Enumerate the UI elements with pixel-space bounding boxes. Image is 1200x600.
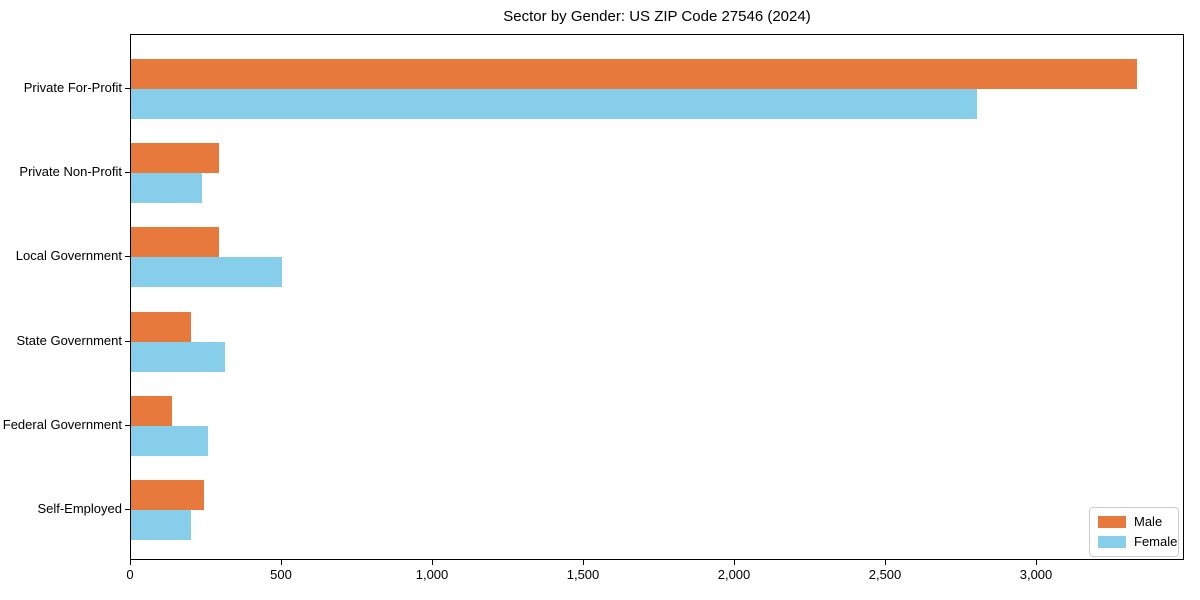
y-tick-federal-government: [125, 424, 130, 426]
x-tick-0: [130, 560, 131, 565]
chart-title: Sector by Gender: US ZIP Code 27546 (202…: [503, 8, 811, 25]
x-tick-1-500: [583, 560, 584, 565]
y-tick-private-non-profit: [125, 172, 130, 174]
legend-entry-male: Male: [1098, 515, 1170, 529]
bar-female-private-non-profit: [131, 173, 202, 204]
bar-male-private-non-profit: [131, 143, 219, 174]
plot-area: [130, 34, 1184, 560]
x-tick-1-000: [432, 560, 433, 565]
bar-male-self-employed: [131, 480, 204, 510]
y-tick-private-for-profit: [125, 88, 130, 89]
bar-female-self-employed: [131, 510, 192, 540]
legend-label-female: Female: [1134, 534, 1178, 549]
x-tick-2-000: [734, 560, 735, 565]
female-swatch-icon: [1098, 536, 1126, 548]
y-axis-label-private-for-profit: Private For-Profit: [23, 80, 122, 95]
bar-male-local-government: [131, 227, 219, 258]
bar-male-state-government: [131, 311, 192, 342]
x-tick-2-500: [885, 560, 886, 565]
x-axis-tick-label-1-500: 1,500: [566, 567, 600, 582]
legend-entry-female: Female: [1098, 535, 1177, 549]
legend: Male Female: [1089, 507, 1179, 557]
bar-female-federal-government: [131, 425, 208, 456]
y-axis-label-self-employed: Self-Employed: [37, 501, 122, 516]
x-axis-tick-label-2-000: 2,000: [717, 567, 751, 582]
bar-female-private-for-profit: [131, 89, 977, 119]
x-axis-tick-label-500: 500: [270, 567, 292, 582]
y-tick-local-government: [125, 256, 130, 258]
y-axis-label-private-non-profit: Private Non-Profit: [19, 164, 122, 180]
bar-female-state-government: [131, 341, 225, 372]
x-tick-500: [281, 560, 282, 565]
bar-male-private-for-profit: [131, 59, 1137, 89]
male-swatch-icon: [1098, 516, 1126, 528]
x-axis-tick-label-1-000: 1,000: [415, 567, 449, 582]
bar-female-local-government: [131, 257, 282, 288]
y-tick-state-government: [125, 340, 130, 342]
legend-label-male: Male: [1134, 514, 1163, 529]
x-axis-tick-label-0: 0: [126, 567, 134, 582]
x-axis-tick-label-3-000: 3,000: [1019, 567, 1053, 582]
bar-male-federal-government: [131, 395, 172, 426]
y-axis-label-local-government: Local Government: [15, 248, 122, 264]
x-axis-tick-label-2-500: 2,500: [868, 567, 902, 582]
x-tick-3-000: [1036, 560, 1037, 565]
y-axis-label-state-government: State Government: [16, 332, 123, 348]
y-axis-label-federal-government: Federal Government: [2, 416, 122, 432]
y-tick-self-employed: [125, 509, 130, 510]
